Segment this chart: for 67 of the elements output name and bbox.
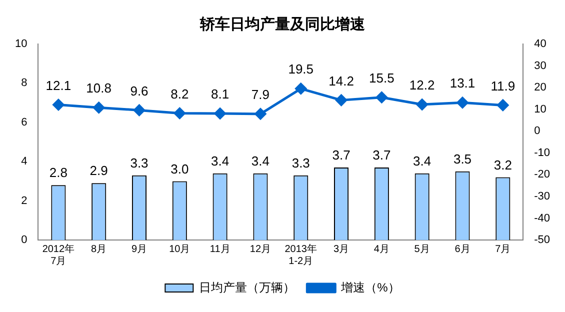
point bbox=[254, 108, 266, 120]
data-label: 15.5 bbox=[369, 70, 394, 86]
data-label: 8.2 bbox=[170, 86, 189, 102]
point bbox=[456, 96, 468, 108]
data-label: 3.4 bbox=[211, 153, 230, 168]
data-label: 3.5 bbox=[453, 151, 472, 166]
point bbox=[93, 102, 105, 114]
data-label: 3.7 bbox=[332, 148, 350, 163]
y-tick-label: 8 bbox=[21, 77, 28, 90]
point bbox=[376, 92, 388, 104]
data-label: 8.1 bbox=[211, 86, 230, 102]
x-tick-label: 12月 bbox=[250, 244, 272, 255]
point bbox=[134, 104, 145, 116]
x-tick-label: 4月 bbox=[374, 244, 390, 255]
y-tick-label: 10 bbox=[14, 38, 28, 50]
point bbox=[174, 108, 186, 120]
y2-tick-label: -30 bbox=[534, 190, 550, 202]
y-tick-label: 0 bbox=[21, 234, 28, 246]
data-label: 12.2 bbox=[409, 78, 435, 93]
data-label: 2.9 bbox=[90, 163, 108, 178]
legend-label: 增速（%） bbox=[340, 280, 400, 294]
y2-tick-label: 20 bbox=[534, 82, 546, 94]
data-label: 14.2 bbox=[328, 73, 354, 88]
data-label: 7.9 bbox=[251, 86, 270, 102]
x-tick-label: 3月 bbox=[333, 244, 350, 255]
data-label: 11.9 bbox=[490, 78, 516, 94]
x-tick-label: 11月 bbox=[210, 244, 230, 255]
y2-tick-label: 10 bbox=[534, 103, 546, 116]
x-tick-label: 2012年 7月 bbox=[42, 242, 75, 267]
data-label: 13.1 bbox=[450, 76, 476, 91]
y2-tick-label: -40 bbox=[534, 212, 550, 224]
data-label: 3.0 bbox=[170, 161, 189, 176]
y2-tick-label: 0 bbox=[534, 125, 540, 138]
point bbox=[416, 98, 428, 110]
data-label: 3.7 bbox=[372, 148, 391, 163]
y2-tick-label: 30 bbox=[534, 60, 546, 72]
point bbox=[336, 94, 348, 106]
y2-tick-label: -50 bbox=[534, 234, 550, 246]
y2-tick-label: -20 bbox=[534, 168, 550, 181]
x-tick-label: 5月 bbox=[414, 244, 430, 255]
x-tick-label: 7月 bbox=[495, 244, 511, 255]
y2-tick-label: 40 bbox=[534, 38, 546, 50]
x-tick-label: 6月 bbox=[454, 244, 470, 255]
data-label: 9.6 bbox=[130, 83, 148, 98]
y-tick-label: 2 bbox=[21, 194, 28, 207]
x-tick-label: 2013年 1-2月 bbox=[284, 242, 317, 267]
y2-tick-label: -10 bbox=[534, 146, 550, 159]
data-label: 10.8 bbox=[86, 80, 112, 96]
data-label: 3.3 bbox=[130, 155, 148, 170]
data-label: 3.4 bbox=[251, 153, 270, 168]
data-label: 3.3 bbox=[292, 155, 310, 170]
point bbox=[214, 108, 226, 120]
data-label: 3.2 bbox=[494, 157, 512, 172]
point bbox=[52, 99, 64, 111]
y-tick-label: 6 bbox=[21, 116, 28, 128]
data-label: 3.4 bbox=[413, 153, 432, 168]
data-label: 12.1 bbox=[46, 78, 72, 93]
x-tick-label: 8月 bbox=[91, 244, 107, 255]
chart-title: 轿车日均产量及同比增速 bbox=[199, 15, 366, 34]
data-label: 19.5 bbox=[288, 62, 314, 77]
point bbox=[295, 82, 307, 94]
data-label: 2.8 bbox=[49, 165, 68, 180]
point bbox=[497, 99, 509, 111]
x-tick-label: 10月 bbox=[169, 244, 190, 255]
x-tick-label: 9月 bbox=[131, 244, 148, 255]
legend-label: 日均产量（万辆） bbox=[199, 280, 296, 294]
y-tick-label: 4 bbox=[21, 156, 28, 168]
